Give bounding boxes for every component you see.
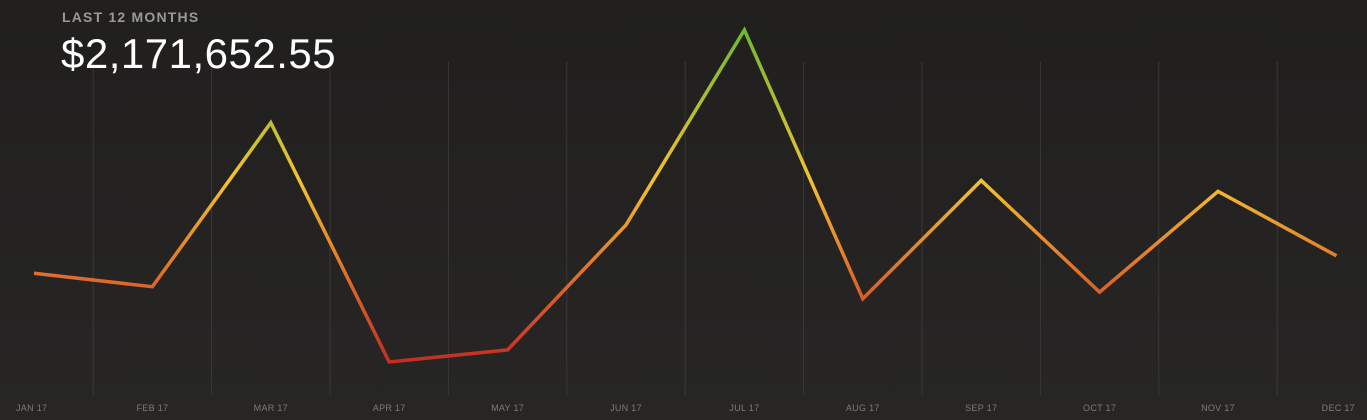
x-tick-label: MAY 17 [491,403,524,413]
series-line [33,26,1338,364]
data-point[interactable] [263,115,279,131]
x-axis-ticks: JAN 17 FEB 17 MAR 17 APR 17 MAY 17 JUN 17 JUL … [16,403,1355,413]
data-point[interactable] [1210,183,1226,199]
x-tick-label: APR 17 [373,403,406,413]
data-point[interactable] [736,22,752,38]
data-point[interactable] [1092,284,1108,300]
x-tick-label: SEP 17 [965,403,997,413]
x-tick-label: FEB 17 [136,403,168,413]
series-layer [26,22,1344,370]
x-tick-label: NOV 17 [1201,403,1235,413]
data-point[interactable] [855,291,871,307]
gridlines [92,62,1278,395]
data-point[interactable] [973,173,989,189]
data-point[interactable] [381,354,397,370]
data-point[interactable] [500,342,516,358]
x-tick-label: OCT 17 [1083,403,1116,413]
data-point[interactable] [1328,248,1344,264]
x-tick-label: JAN 17 [16,403,47,413]
data-point[interactable] [618,217,634,233]
x-tick-label: MAR 17 [254,403,288,413]
data-point[interactable] [26,265,42,281]
period-label: LAST 12 MONTHS [62,9,200,25]
x-tick-label: JUN 17 [610,403,642,413]
total-amount: $2,171,652.55 [61,30,337,77]
x-tick-label: JUL 17 [729,403,759,413]
x-tick-label: DEC 17 [1322,403,1355,413]
x-tick-label: AUG 17 [846,403,880,413]
data-point[interactable] [144,279,160,295]
